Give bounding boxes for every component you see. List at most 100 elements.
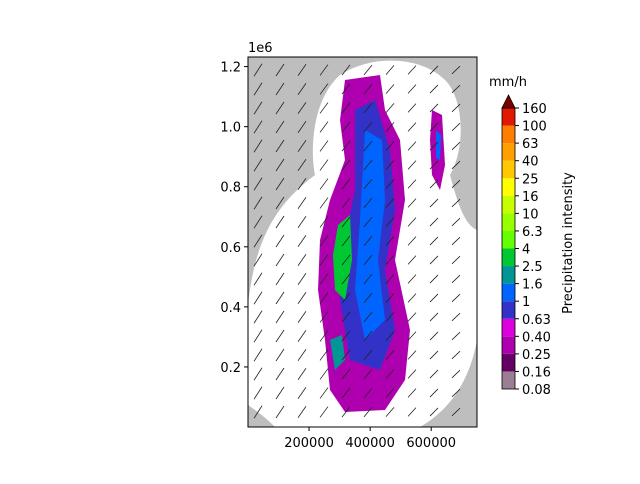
wind-arrow [407, 198, 417, 208]
wind-arrow [275, 139, 285, 153]
wind-arrow [385, 350, 395, 360]
wind-arrow [275, 158, 285, 172]
wind-arrow [297, 254, 307, 266]
y-tick-label: 0.4 [220, 301, 241, 316]
wind-arrow [341, 311, 351, 323]
wind-arrow [341, 197, 351, 209]
wind-arrow [253, 196, 263, 210]
wind-arrow [297, 387, 307, 399]
wind-arrow [319, 330, 329, 342]
wind-arrow [385, 388, 395, 398]
wind-arrow [407, 407, 417, 417]
wind-arrow [341, 387, 351, 399]
precip-field [330, 335, 345, 370]
wind-arrows [253, 63, 461, 419]
wind-arrow [451, 84, 461, 94]
wind-arrow [407, 217, 417, 227]
colorbar-bin [502, 283, 515, 302]
wind-arrow [451, 274, 461, 284]
y-tick-label: 0.2 [220, 361, 241, 376]
wind-arrow [451, 369, 461, 379]
wind-arrow [275, 272, 285, 286]
wind-arrow [385, 160, 395, 170]
colorbar-tick-label: 25 [522, 172, 539, 187]
wind-arrow [407, 65, 417, 75]
wind-arrow [341, 406, 351, 418]
wind-arrow [429, 407, 439, 417]
wind-arrow [429, 312, 439, 322]
wind-arrow [319, 178, 329, 190]
wind-arrow [297, 330, 307, 342]
wind-arrow [363, 140, 373, 152]
wind-arrow [275, 291, 285, 305]
wind-arrow [407, 331, 417, 341]
wind-arrow [429, 141, 439, 151]
wind-arrow [451, 179, 461, 189]
wind-arrow [297, 197, 307, 209]
wind-arrow [319, 387, 329, 399]
x-tick-label: 200000 [284, 436, 334, 451]
colorbar-tick-label: 0.25 [522, 348, 551, 363]
wind-arrow [297, 349, 307, 361]
wind-arrow [385, 122, 395, 132]
wind-arrow [385, 274, 395, 284]
axes-frame [247, 56, 478, 428]
wind-arrow [275, 367, 285, 381]
wind-arrow [429, 160, 439, 170]
wind-arrow [275, 386, 285, 400]
wind-arrow [253, 139, 263, 153]
precip-field [436, 130, 441, 160]
wind-arrow [429, 236, 439, 246]
wind-arrow [253, 101, 263, 115]
colorbar-tick-label: 0.16 [522, 365, 551, 380]
wind-arrow [341, 330, 351, 342]
colorbar-bin [502, 353, 515, 372]
wind-arrow [363, 254, 373, 266]
wind-arrow [385, 65, 395, 75]
wind-arrow [363, 159, 373, 171]
y-tick-label: 1.0 [220, 121, 241, 136]
wind-arrow [363, 235, 373, 247]
wind-arrow [275, 253, 285, 267]
wind-arrow [253, 367, 263, 381]
wind-arrow [429, 122, 439, 132]
wind-arrow [297, 121, 307, 133]
colorbar-label: Precipitation intensity [561, 172, 576, 314]
wind-arrow [385, 103, 395, 113]
wind-arrow [363, 102, 373, 114]
wind-arrow [451, 65, 461, 75]
wind-arrow [407, 274, 417, 284]
wind-arrow [363, 197, 373, 209]
wind-arrow [341, 349, 351, 361]
precip-field [355, 130, 385, 340]
colorbar-tick-label: 6.3 [522, 225, 543, 240]
colorbar-bin [502, 213, 515, 231]
colorbar-tick-label: 2.5 [522, 260, 543, 275]
wind-arrow [451, 217, 461, 227]
wind-arrow [429, 388, 439, 398]
x-tick-label: 400000 [345, 436, 395, 451]
wind-arrow [407, 179, 417, 189]
wind-arrow [451, 388, 461, 398]
wind-arrow [319, 216, 329, 228]
wind-arrow [407, 293, 417, 303]
wind-arrow [275, 177, 285, 191]
colorbar-tick-label: 4 [522, 243, 530, 258]
y-offset-label: 1e6 [248, 41, 273, 56]
wind-arrow [319, 83, 329, 95]
wind-arrow [385, 198, 395, 208]
colorbar-bin [502, 195, 515, 214]
wind-arrow [341, 159, 351, 171]
wind-arrow [407, 84, 417, 94]
wind-arrow [363, 216, 373, 228]
wind-arrow [253, 386, 263, 400]
wind-arrow [319, 121, 329, 133]
wind-arrow [451, 103, 461, 113]
wind-arrow [341, 83, 351, 95]
colorbar-tick-label: 10 [522, 207, 539, 222]
y-tick-label: 0.8 [220, 181, 241, 196]
wind-arrow [297, 292, 307, 304]
wind-arrow [253, 405, 263, 419]
wind-arrow [363, 292, 373, 304]
wind-arrow [319, 292, 329, 304]
